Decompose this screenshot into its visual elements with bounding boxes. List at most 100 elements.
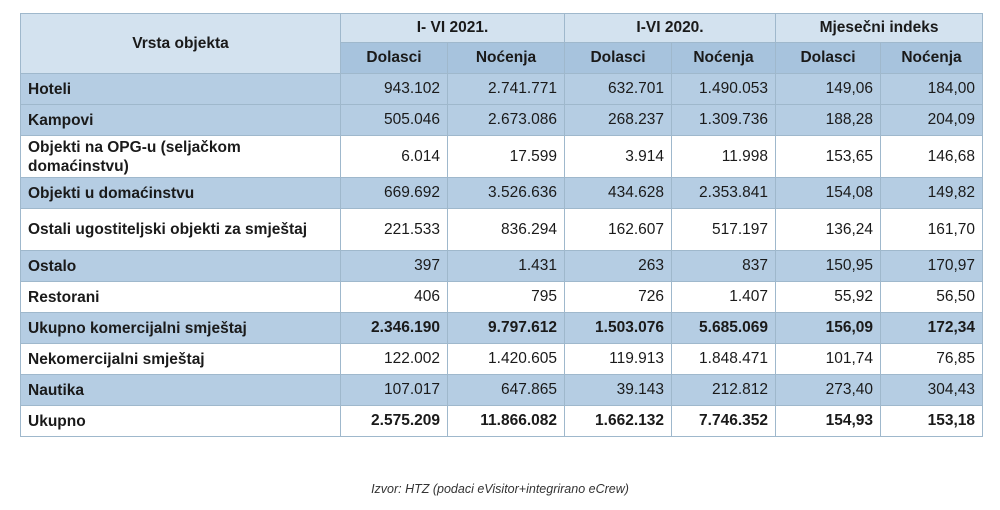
table-cell: 204,09 <box>880 104 984 136</box>
table-cell: 304,43 <box>880 374 984 406</box>
table-cell: 188,28 <box>775 104 882 136</box>
table-cell: 7.746.352 <box>671 405 777 437</box>
table-row: Kampovi 505.046 2.673.086 268.237 1.309.… <box>20 104 984 136</box>
table-cell: 1.662.132 <box>564 405 673 437</box>
table-cell: 669.692 <box>340 177 448 209</box>
table-cell: 397 <box>340 250 448 282</box>
table-cell: 162.607 <box>564 208 673 251</box>
table-cell: 647.865 <box>446 374 566 406</box>
table-cell: 11.866.082 <box>446 405 566 437</box>
table-cell: 726 <box>564 281 673 313</box>
header-dolasci-2021: Dolasci <box>340 42 448 74</box>
table-cell: 406 <box>340 281 448 313</box>
header-group-2020: I-VI 2020. <box>564 13 777 43</box>
tourism-statistics-table: Vrsta objekta I- VI 2021. I-VI 2020. Mje… <box>20 13 984 437</box>
table-row: Objekti na OPG-u (seljačkom domaćinstvu)… <box>20 135 984 178</box>
table-cell: 184,00 <box>880 73 984 105</box>
table-cell: 149,06 <box>775 73 882 105</box>
header-row-sub: Dolasci Noćenja Dolasci Noćenja Dolasci … <box>21 42 984 74</box>
table-cell: 2.741.771 <box>446 73 566 105</box>
table-row-total: Ukupno 2.575.209 11.866.082 1.662.132 7.… <box>20 405 984 437</box>
table-cell: 156,09 <box>775 312 882 344</box>
header-nocenja-2020: Noćenja <box>671 42 777 74</box>
row-label: Hoteli <box>20 73 341 105</box>
table-cell: 146,68 <box>880 135 984 178</box>
table-row-total-commercial: Ukupno komercijalni smještaj 2.346.190 9… <box>20 312 984 344</box>
table-cell: 263 <box>564 250 673 282</box>
table-cell: 149,82 <box>880 177 984 209</box>
row-label: Nautika <box>20 374 341 406</box>
row-label: Ukupno <box>20 405 341 437</box>
table-cell: 1.848.471 <box>671 343 777 375</box>
table-cell: 172,34 <box>880 312 984 344</box>
table-cell: 101,74 <box>775 343 882 375</box>
table-cell: 212.812 <box>671 374 777 406</box>
table-cell: 119.913 <box>564 343 673 375</box>
row-label: Ukupno komercijalni smještaj <box>20 312 341 344</box>
row-label: Ostalo <box>20 250 341 282</box>
table-cell: 136,24 <box>775 208 882 251</box>
header-vrsta-objekta: Vrsta objekta <box>20 13 341 74</box>
table-cell: 221.533 <box>340 208 448 251</box>
table-cell: 55,92 <box>775 281 882 313</box>
header-dolasci-2020: Dolasci <box>564 42 673 74</box>
table-cell: 1.407 <box>671 281 777 313</box>
table-cell: 505.046 <box>340 104 448 136</box>
table-cell: 5.685.069 <box>671 312 777 344</box>
table-row: Restorani 406 795 726 1.407 55,92 56,50 <box>20 281 984 313</box>
table-cell: 434.628 <box>564 177 673 209</box>
table-cell: 170,97 <box>880 250 984 282</box>
table-cell: 632.701 <box>564 73 673 105</box>
table-cell: 17.599 <box>446 135 566 178</box>
table-cell: 3.914 <box>564 135 673 178</box>
table-cell: 517.197 <box>671 208 777 251</box>
row-label: Ostali ugostiteljski objekti za smještaj <box>20 208 341 251</box>
table-cell: 1.420.605 <box>446 343 566 375</box>
table-row: Hoteli 943.102 2.741.771 632.701 1.490.0… <box>20 73 984 105</box>
table-cell: 153,18 <box>880 405 984 437</box>
table-cell: 76,85 <box>880 343 984 375</box>
table-row: Nekomercijalni smještaj 122.002 1.420.60… <box>20 343 984 375</box>
header-nocenja-2021: Noćenja <box>446 42 566 74</box>
table-cell: 2.673.086 <box>446 104 566 136</box>
source-caption: Izvor: HTZ (podaci eVisitor+integrirano … <box>371 482 629 496</box>
table-cell: 6.014 <box>340 135 448 178</box>
table-cell: 273,40 <box>775 374 882 406</box>
table-cell: 1.490.053 <box>671 73 777 105</box>
header-group-2021: I- VI 2021. <box>339 13 566 43</box>
table-row: Ostali ugostiteljski objekti za smještaj… <box>20 208 984 251</box>
table-cell: 161,70 <box>880 208 984 251</box>
row-label: Objekti na OPG-u (seljačkom domaćinstvu) <box>20 135 341 178</box>
table-row: Objekti u domaćinstvu 669.692 3.526.636 … <box>20 177 984 209</box>
header-row-groups: Vrsta objekta I- VI 2021. I-VI 2020. Mje… <box>20 13 984 74</box>
header-dolasci-index: Dolasci <box>775 42 882 74</box>
header-nocenja-index: Noćenja <box>880 42 984 74</box>
row-label: Restorani <box>20 281 341 313</box>
table-row: Ostalo 397 1.431 263 837 150,95 170,97 <box>20 250 984 282</box>
table-cell: 39.143 <box>564 374 673 406</box>
table-cell: 2.353.841 <box>671 177 777 209</box>
table-cell: 9.797.612 <box>446 312 566 344</box>
table-cell: 154,08 <box>775 177 882 209</box>
table-cell: 153,65 <box>775 135 882 178</box>
table-cell: 107.017 <box>340 374 448 406</box>
table-cell: 795 <box>446 281 566 313</box>
header-group-index: Mjesečni indeks <box>775 13 984 43</box>
table-cell: 154,93 <box>775 405 882 437</box>
table-cell: 56,50 <box>880 281 984 313</box>
row-label: Objekti u domaćinstvu <box>20 177 341 209</box>
table-cell: 1.431 <box>446 250 566 282</box>
table-cell: 837 <box>671 250 777 282</box>
table-cell: 3.526.636 <box>446 177 566 209</box>
table-cell: 2.346.190 <box>340 312 448 344</box>
table-cell: 2.575.209 <box>340 405 448 437</box>
table-cell: 943.102 <box>340 73 448 105</box>
row-label: Kampovi <box>20 104 341 136</box>
table-cell: 1.503.076 <box>564 312 673 344</box>
row-label: Nekomercijalni smještaj <box>20 343 341 375</box>
table-row: Nautika 107.017 647.865 39.143 212.812 2… <box>20 374 984 406</box>
table-cell: 1.309.736 <box>671 104 777 136</box>
table-cell: 11.998 <box>671 135 777 178</box>
table-cell: 122.002 <box>340 343 448 375</box>
table-cell: 150,95 <box>775 250 882 282</box>
